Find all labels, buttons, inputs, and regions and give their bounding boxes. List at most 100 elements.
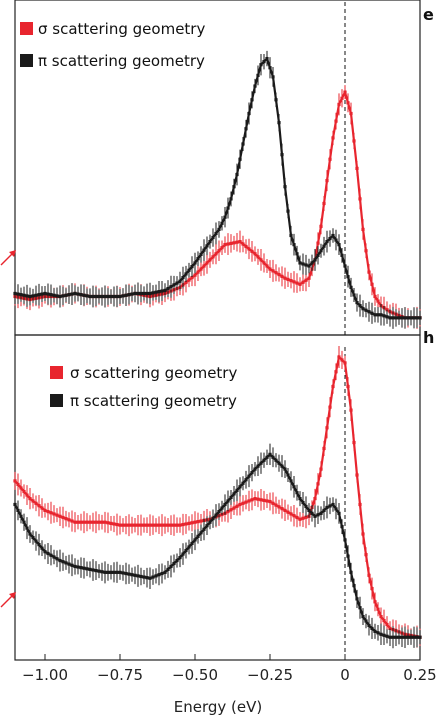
- data-point: [316, 241, 320, 245]
- series-line: [14, 89, 420, 319]
- data-point: [181, 522, 185, 527]
- data-point: [112, 570, 116, 574]
- data-point: [343, 264, 347, 268]
- data-point: [193, 538, 197, 542]
- panel-e-data: [13, 50, 422, 329]
- data-point: [274, 458, 278, 462]
- legend-pi-label: π scattering geometry: [38, 52, 205, 70]
- data-point: [169, 523, 173, 527]
- legend-sigma-label: σ scattering geometry: [38, 20, 205, 38]
- x-tick-label: 0: [340, 666, 350, 684]
- data-point: [196, 257, 200, 261]
- data-point: [301, 500, 305, 505]
- data-point: [331, 502, 335, 507]
- data-point: [361, 532, 365, 536]
- data-point: [172, 523, 176, 527]
- data-point: [364, 308, 368, 312]
- data-point: [325, 505, 329, 510]
- data-point: [184, 522, 188, 526]
- data-point: [127, 293, 131, 297]
- data-point: [208, 520, 212, 524]
- data-point: [304, 504, 308, 509]
- data-point: [190, 521, 194, 525]
- data-point: [292, 514, 296, 518]
- data-point: [55, 557, 59, 561]
- data-point: [61, 560, 65, 564]
- data-point: [277, 461, 281, 465]
- data-point: [223, 215, 227, 219]
- data-point: [76, 520, 80, 524]
- data-point: [334, 507, 338, 511]
- data-point: [367, 270, 371, 274]
- data-point: [196, 520, 200, 524]
- data-point: [253, 252, 257, 256]
- data-point: [334, 370, 338, 374]
- data-point: [289, 479, 293, 483]
- series-line: [14, 452, 420, 639]
- data-point: [232, 241, 236, 245]
- data-point: [121, 294, 125, 298]
- data-point: [373, 294, 377, 299]
- data-point: [256, 255, 260, 259]
- data-point: [313, 497, 317, 501]
- data-point: [379, 632, 383, 636]
- data-point: [289, 279, 293, 283]
- data-point: [229, 495, 233, 500]
- data-point: [385, 308, 389, 312]
- data-point: [226, 206, 230, 210]
- data-point: [283, 185, 287, 189]
- data-point: [361, 615, 365, 619]
- data-point: [304, 515, 308, 519]
- data-point: [202, 248, 206, 252]
- data-point: [142, 291, 146, 296]
- data-point: [373, 600, 377, 604]
- data-point: [355, 597, 359, 601]
- data-point: [376, 313, 380, 317]
- data-point: [22, 489, 26, 494]
- data-point: [307, 276, 311, 280]
- data-point: [13, 291, 17, 296]
- data-point: [211, 517, 215, 521]
- data-point: [238, 240, 242, 244]
- data-point: [352, 293, 356, 297]
- data-point: [187, 278, 191, 282]
- data-point: [391, 635, 395, 639]
- data-point: [220, 506, 224, 510]
- data-point: [286, 277, 290, 282]
- data-point: [40, 292, 44, 296]
- data-point: [403, 316, 407, 320]
- data-point: [244, 478, 248, 482]
- data-point: [67, 518, 71, 522]
- data-point: [259, 498, 263, 502]
- data-point: [376, 299, 380, 303]
- data-point: [184, 548, 188, 553]
- data-point: [316, 253, 320, 257]
- data-point: [247, 474, 251, 478]
- data-point: [289, 233, 293, 238]
- panel-h-arrow-icon: [0, 592, 16, 608]
- data-point: [82, 293, 86, 297]
- data-point: [253, 84, 257, 88]
- data-point: [352, 139, 356, 143]
- data-point: [265, 57, 269, 61]
- data-point: [217, 249, 221, 253]
- data-point: [151, 523, 155, 527]
- data-point: [229, 508, 233, 512]
- data-point: [187, 268, 191, 272]
- data-point: [22, 520, 26, 524]
- data-point: [67, 293, 71, 297]
- data-point: [73, 520, 77, 524]
- data-point: [328, 405, 332, 409]
- data-point: [46, 509, 50, 514]
- data-point: [283, 276, 287, 280]
- data-point: [211, 255, 215, 259]
- data-point: [139, 523, 143, 527]
- data-point: [163, 570, 167, 574]
- data-point: [397, 316, 401, 320]
- data-point: [295, 491, 299, 495]
- data-point: [190, 265, 194, 269]
- data-point: [334, 119, 338, 123]
- data-point: [277, 272, 281, 277]
- data-point: [157, 523, 161, 527]
- data-point: [283, 508, 287, 512]
